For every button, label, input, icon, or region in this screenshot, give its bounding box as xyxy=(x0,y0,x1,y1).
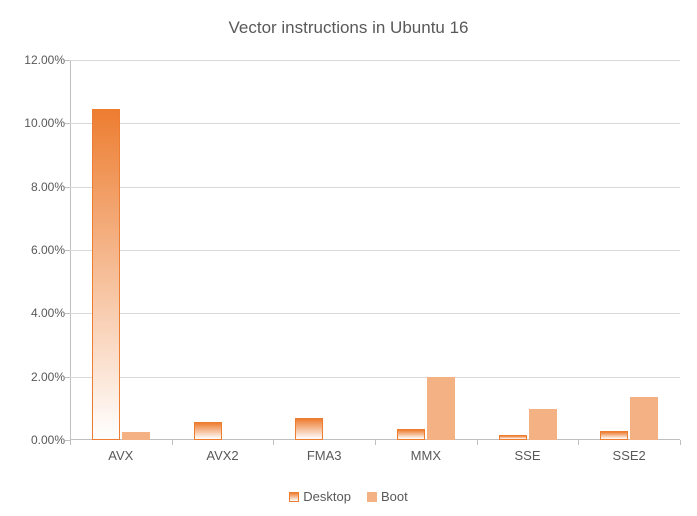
y-tick-mark xyxy=(65,123,70,124)
x-tick-mark xyxy=(477,440,478,445)
chart-container: Vector instructions in Ubuntu 16 AVXAVX2… xyxy=(0,0,697,516)
gridline xyxy=(70,187,680,188)
x-tick-mark xyxy=(172,440,173,445)
bar-boot xyxy=(529,409,557,440)
y-tick-mark xyxy=(65,313,70,314)
bar-desktop xyxy=(600,431,628,440)
bar-boot xyxy=(427,377,455,440)
y-tick-label: 2.00% xyxy=(5,370,65,384)
x-tick-mark xyxy=(273,440,274,445)
x-tick-mark xyxy=(578,440,579,445)
legend-label: Desktop xyxy=(303,489,351,504)
x-category-label: SSE xyxy=(514,448,540,463)
gridline xyxy=(70,60,680,61)
x-category-label: FMA3 xyxy=(307,448,342,463)
gridline xyxy=(70,123,680,124)
y-tick-mark xyxy=(65,187,70,188)
x-category-label: AVX xyxy=(108,448,133,463)
x-category-label: AVX2 xyxy=(206,448,238,463)
y-tick-mark xyxy=(65,250,70,251)
legend-item: Desktop xyxy=(289,488,351,504)
bar-desktop xyxy=(92,109,120,440)
y-tick-label: 4.00% xyxy=(5,306,65,320)
y-tick-mark xyxy=(65,377,70,378)
bar-boot xyxy=(630,397,658,440)
plot-area: AVXAVX2FMA3MMXSSESSE2 xyxy=(70,60,680,440)
bar-desktop xyxy=(194,422,222,440)
bar-desktop xyxy=(499,435,527,440)
x-tick-mark xyxy=(375,440,376,445)
bar-boot xyxy=(122,432,150,440)
y-tick-label: 10.00% xyxy=(5,116,65,130)
bar-desktop xyxy=(397,429,425,440)
legend-label: Boot xyxy=(381,489,408,504)
x-category-label: MMX xyxy=(411,448,441,463)
chart-title: Vector instructions in Ubuntu 16 xyxy=(0,18,697,38)
y-tick-label: 8.00% xyxy=(5,180,65,194)
y-tick-label: 6.00% xyxy=(5,243,65,257)
legend: Desktop Boot xyxy=(0,488,697,504)
legend-swatch xyxy=(367,492,377,502)
legend-item: Boot xyxy=(367,488,408,504)
y-tick-label: 12.00% xyxy=(5,53,65,67)
gridline xyxy=(70,313,680,314)
gridline xyxy=(70,377,680,378)
legend-swatch xyxy=(289,492,299,502)
y-tick-mark xyxy=(65,60,70,61)
x-tick-mark xyxy=(70,440,71,445)
gridline xyxy=(70,250,680,251)
x-category-label: SSE2 xyxy=(613,448,646,463)
y-tick-label: 0.00% xyxy=(5,433,65,447)
x-tick-mark xyxy=(680,440,681,445)
bar-desktop xyxy=(295,418,323,440)
